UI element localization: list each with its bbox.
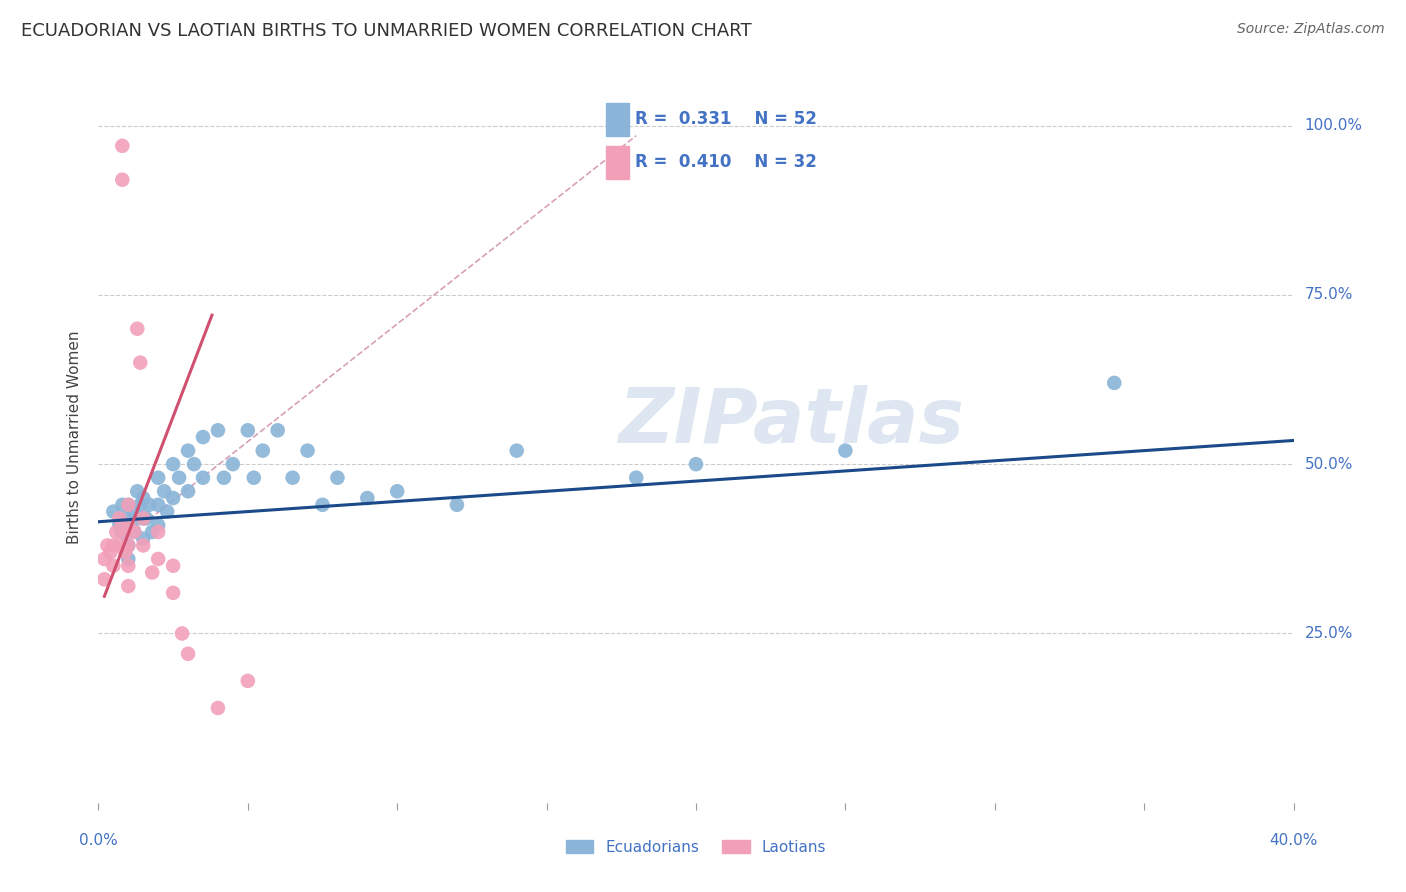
Point — [108, 511, 131, 525]
Text: 75.0%: 75.0% — [1305, 287, 1353, 302]
Point — [148, 518, 170, 533]
Point — [172, 626, 194, 640]
Text: ZIPatlas: ZIPatlas — [619, 385, 965, 459]
Point — [127, 511, 149, 525]
Point — [98, 545, 122, 559]
Point — [222, 457, 245, 471]
Point — [385, 484, 409, 499]
Point — [108, 538, 131, 552]
Point — [281, 471, 304, 485]
Point — [446, 498, 468, 512]
Point — [117, 579, 139, 593]
Point — [132, 538, 155, 552]
Point — [117, 552, 139, 566]
Text: 40.0%: 40.0% — [1270, 833, 1317, 848]
Point — [141, 566, 163, 580]
Text: 25.0%: 25.0% — [1305, 626, 1353, 641]
Point — [117, 518, 139, 533]
Point — [191, 471, 214, 485]
Point — [311, 498, 333, 512]
Legend: Ecuadorians, Laotians: Ecuadorians, Laotians — [560, 834, 832, 861]
Point — [105, 524, 128, 539]
Point — [156, 505, 179, 519]
Point — [167, 471, 190, 485]
Point — [114, 511, 136, 525]
Point — [148, 552, 170, 566]
Point — [124, 524, 146, 539]
Point — [93, 552, 115, 566]
Point — [252, 443, 274, 458]
Point — [177, 484, 200, 499]
Text: ECUADORIAN VS LAOTIAN BIRTHS TO UNMARRIED WOMEN CORRELATION CHART: ECUADORIAN VS LAOTIAN BIRTHS TO UNMARRIE… — [21, 22, 752, 40]
Point — [356, 491, 378, 505]
Point — [506, 443, 529, 458]
Point — [111, 172, 134, 186]
Point — [117, 538, 139, 552]
Point — [114, 524, 136, 539]
Point — [103, 538, 125, 552]
Point — [162, 457, 184, 471]
Point — [297, 443, 319, 458]
Point — [834, 443, 856, 458]
Point — [141, 524, 163, 539]
Point — [177, 647, 200, 661]
Point — [129, 355, 152, 369]
Point — [138, 498, 160, 512]
Point — [117, 498, 139, 512]
Point — [191, 430, 214, 444]
Point — [183, 457, 205, 471]
Point — [212, 471, 235, 485]
Point — [111, 524, 134, 539]
Point — [127, 484, 149, 499]
Point — [103, 505, 125, 519]
Point — [117, 498, 139, 512]
Text: Source: ZipAtlas.com: Source: ZipAtlas.com — [1237, 22, 1385, 37]
Point — [117, 538, 139, 552]
Point — [162, 586, 184, 600]
Point — [236, 673, 259, 688]
Point — [162, 558, 184, 573]
Point — [108, 518, 131, 533]
Point — [103, 558, 125, 573]
Text: 100.0%: 100.0% — [1305, 118, 1362, 133]
Point — [111, 498, 134, 512]
Point — [129, 498, 152, 512]
Point — [685, 457, 707, 471]
Point — [117, 518, 139, 533]
Point — [132, 511, 155, 525]
Point — [114, 545, 136, 559]
Point — [148, 471, 170, 485]
Point — [626, 471, 648, 485]
Point — [148, 498, 170, 512]
Point — [132, 511, 155, 525]
Point — [1104, 376, 1126, 390]
Point — [267, 423, 290, 437]
Point — [207, 423, 229, 437]
Point — [236, 423, 259, 437]
Point — [177, 443, 200, 458]
Point — [93, 572, 115, 586]
Point — [124, 505, 146, 519]
Point — [135, 511, 157, 525]
Point — [124, 524, 146, 539]
Point — [117, 558, 139, 573]
Point — [132, 491, 155, 505]
Point — [96, 538, 118, 552]
Point — [162, 491, 184, 505]
Point — [326, 471, 349, 485]
Point — [207, 701, 229, 715]
Point — [153, 484, 176, 499]
Text: 50.0%: 50.0% — [1305, 457, 1353, 472]
Point — [111, 139, 134, 153]
Y-axis label: Births to Unmarried Women: Births to Unmarried Women — [67, 330, 83, 544]
Point — [132, 532, 155, 546]
Point — [148, 524, 170, 539]
Text: 0.0%: 0.0% — [79, 833, 118, 848]
Point — [127, 322, 149, 336]
Point — [243, 471, 266, 485]
